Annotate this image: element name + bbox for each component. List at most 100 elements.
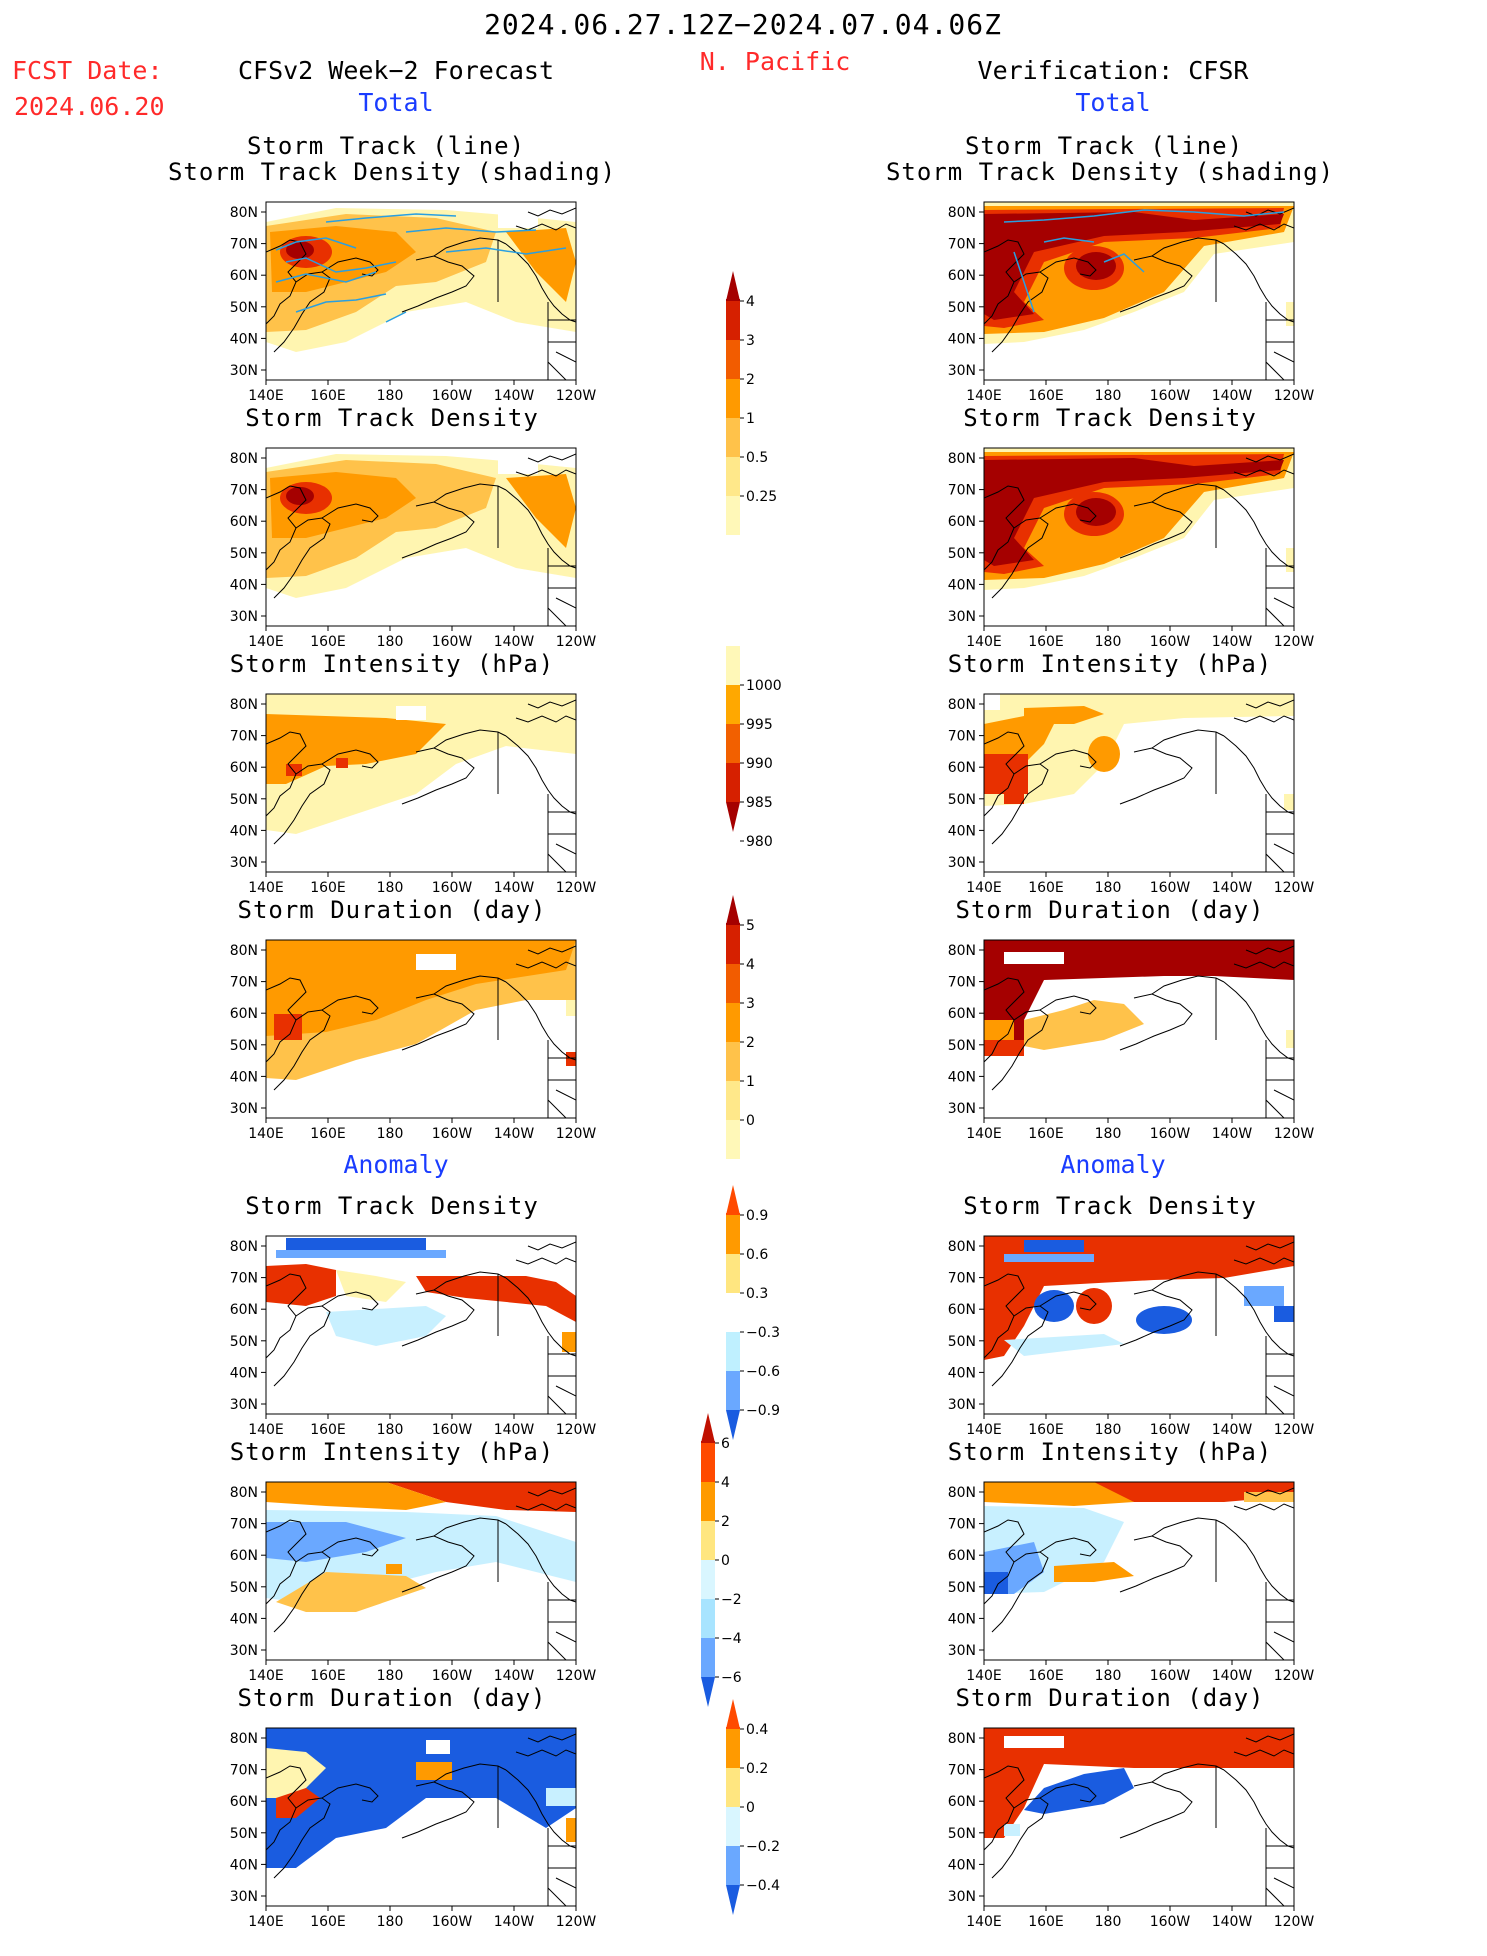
- lon-tick-label: 160E: [1028, 634, 1064, 650]
- lat-tick-label: 50N: [230, 1580, 258, 1596]
- fcst-date-label: FCST Date:: [12, 56, 163, 85]
- coastline: [1119, 501, 1193, 559]
- map-ver-duration: 140E 160E 180 160W 140W 120W 80N 70N 60N 50N 40N 30…: [936, 938, 1336, 1168]
- map-frame: [265, 939, 577, 1119]
- lat-tick-label: 60N: [948, 1006, 976, 1022]
- colorbar-tick-label: 0.5: [746, 450, 768, 466]
- map-ver-track: 140E 160E 180 160W 140W 120W 80N 70N 60N 50N 40N 30…: [936, 200, 1336, 430]
- lon-tick-label: 140W: [494, 880, 535, 896]
- lat-tick-label: 80N: [230, 1485, 258, 1501]
- storm-track-line: [295, 293, 387, 313]
- storm-track-line: [1043, 237, 1095, 243]
- map-canvas: 140E 160E 180 160W 140W 120W 80N 70N 60N 50N 40N 30…: [230, 1481, 596, 1684]
- lon-tick-label: 180: [377, 1126, 404, 1142]
- colorbar-tick-label: 980: [746, 834, 773, 850]
- coastline: [527, 699, 576, 709]
- lon-tick-label: 120W: [556, 1422, 597, 1438]
- coastline: [547, 361, 567, 380]
- coastline: [1273, 597, 1294, 609]
- colorbar-tick-label: −0.4: [746, 1878, 780, 1894]
- forecast-anomaly-label: Anomaly: [343, 1150, 449, 1179]
- lon-tick-label: 120W: [1274, 1668, 1315, 1684]
- lon-tick-label: 140E: [248, 1126, 284, 1142]
- coastline: [527, 1241, 576, 1251]
- lat-tick-label: 70N: [230, 1517, 258, 1533]
- lat-tick-label: 50N: [948, 1826, 976, 1842]
- coastline: [273, 1305, 331, 1387]
- coastline: [505, 1523, 576, 1603]
- colorbar-swatch: [701, 1599, 715, 1638]
- title-ver-anom-intensity: Storm Intensity (hPa): [947, 1438, 1273, 1466]
- coastline: [515, 961, 576, 969]
- lon-tick-label: 180: [377, 1668, 404, 1684]
- lon-tick-label: 140W: [494, 1422, 535, 1438]
- lat-tick-label: 80N: [230, 943, 258, 959]
- lat-tick-label: 30N: [230, 855, 258, 871]
- colorbar-tick-label: −6: [721, 1670, 742, 1686]
- colorbar-swatch: [701, 1560, 715, 1599]
- coastline: [433, 975, 507, 995]
- lat-tick-label: 80N: [230, 1731, 258, 1747]
- lon-tick-label: 180: [1095, 634, 1122, 650]
- coastline: [1273, 1877, 1294, 1889]
- map-frame: [265, 693, 577, 873]
- coastline: [1151, 237, 1225, 257]
- coastline: [1233, 1749, 1294, 1757]
- coastline: [433, 729, 507, 749]
- lon-tick-label: 140E: [248, 880, 284, 896]
- map-fcst-density: 140E 160E 180 160W 140W 120W 80N 70N 60N 50N 40N 30…: [218, 446, 618, 676]
- lon-tick-label: 180: [1095, 1668, 1122, 1684]
- coastline: [1119, 1289, 1193, 1347]
- lon-tick-label: 160W: [432, 1422, 473, 1438]
- title-ver-duration: Storm Duration (day): [955, 896, 1265, 924]
- lat-tick-label: 50N: [948, 1038, 976, 1054]
- map-frame: [983, 939, 1295, 1119]
- colorbar-tick-label: 0: [746, 1113, 755, 1129]
- lat-tick-label: 70N: [230, 1763, 258, 1779]
- colorbar-swatch: [726, 1807, 740, 1846]
- lon-tick-label: 180: [1095, 388, 1122, 404]
- colorbar-swatch: [726, 457, 740, 496]
- colorbar-swatch: [726, 1371, 740, 1410]
- colorbar-tick-label: 4: [746, 957, 755, 973]
- colorbar-swatch: [726, 895, 740, 925]
- coastline: [515, 1749, 576, 1757]
- coastline: [555, 843, 576, 855]
- lon-tick-label: 140W: [1212, 880, 1253, 896]
- colorbar-duration-anom: 0.4 0.2 0 −0.2 −0.4: [726, 1690, 816, 1948]
- lon-tick-label: 160W: [1150, 634, 1191, 650]
- lat-tick-label: 40N: [230, 1611, 258, 1627]
- lon-tick-label: 140E: [248, 1422, 284, 1438]
- coastline: [1233, 1503, 1294, 1511]
- coastline: [1119, 1535, 1193, 1593]
- coastline: [1223, 981, 1294, 1061]
- lon-tick-label: 160E: [310, 1126, 346, 1142]
- fcst-date-value: 2024.06.20: [14, 92, 165, 121]
- map-fcst-duration: 140E 160E 180 160W 140W 120W 80N 70N 60N 50N 40N 30…: [218, 938, 618, 1168]
- colorbar-swatch: [726, 418, 740, 457]
- lon-tick-label: 120W: [1274, 1422, 1315, 1438]
- lon-tick-label: 140E: [966, 1126, 1002, 1142]
- map-fcst-intensity: 140E 160E 180 160W 140W 120W 80N 70N 60N 50N 40N 30…: [218, 692, 618, 922]
- lat-tick-label: 80N: [948, 205, 976, 221]
- map-canvas: 140E 160E 180 160W 140W 120W 80N 70N 60N 50N 40N 30…: [948, 201, 1314, 404]
- coastline: [1233, 715, 1294, 723]
- lon-tick-label: 120W: [556, 880, 597, 896]
- lat-tick-label: 50N: [948, 300, 976, 316]
- map-ver-anom-intensity: 140E 160E 180 160W 140W 120W 80N 70N 60N 50N 40N 30…: [936, 1480, 1336, 1710]
- map-frame: [983, 1481, 1295, 1661]
- coastline: [991, 1305, 1049, 1387]
- colorbar-tick-label: 0.2: [746, 1761, 768, 1777]
- lon-tick-label: 140E: [248, 388, 284, 404]
- coastline: [273, 271, 331, 353]
- storm-track-line: [325, 213, 457, 223]
- coastline: [991, 1009, 1049, 1091]
- lat-tick-label: 30N: [948, 1889, 976, 1905]
- lat-tick-label: 30N: [230, 1101, 258, 1117]
- lon-tick-label: 180: [1095, 1914, 1122, 1930]
- coastline: [433, 237, 507, 257]
- colorbar-tick-label: −0.9: [746, 1403, 780, 1419]
- coastline: [1273, 1631, 1294, 1643]
- storm-track-line: [1003, 209, 1285, 223]
- title-ver-intensity: Storm Intensity (hPa): [947, 650, 1273, 678]
